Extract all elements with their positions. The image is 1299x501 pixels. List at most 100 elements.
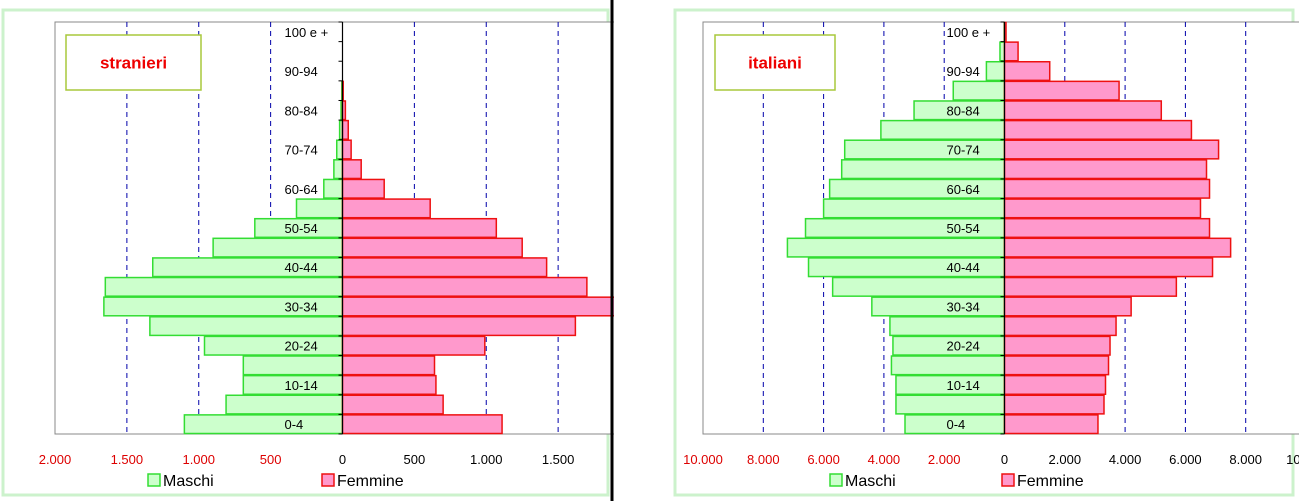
bar-males — [212, 237, 344, 258]
bar-females — [341, 355, 436, 376]
bar-males — [242, 355, 344, 376]
bar-females — [341, 198, 431, 219]
x-tick-label: 8.000 — [747, 452, 780, 467]
category-label: 0-4 — [947, 417, 966, 432]
pyramid-chart-italiani: 0-4 10-14 20-24 30-34 40-44 50-54 60-64 70-74 80… — [672, 0, 1299, 501]
category-label: 10-14 — [947, 378, 980, 393]
bar-males — [183, 414, 344, 435]
x-tick-label: 1.500 — [111, 452, 144, 467]
bar-males — [104, 276, 344, 297]
category-label: 50-54 — [947, 221, 980, 236]
x-tick-label: 500 — [260, 452, 282, 467]
bar-females — [1003, 80, 1120, 101]
category-label: 50-54 — [285, 221, 318, 236]
bar-females — [341, 394, 444, 415]
bar-females — [341, 335, 486, 356]
category-label: 70-74 — [285, 143, 318, 158]
category-label: 20-24 — [947, 339, 980, 354]
x-tick-label: 1.500 — [542, 452, 575, 467]
x-tick-label: 1.000 — [182, 452, 215, 467]
bar-females — [1003, 178, 1211, 199]
legend-males-swatch — [829, 473, 843, 487]
category-label: 60-64 — [947, 182, 980, 197]
legend-females-label: Femmine — [337, 473, 404, 490]
category-label: 70-74 — [947, 143, 980, 158]
bar-females — [341, 316, 577, 337]
bar-females — [341, 119, 349, 140]
bar-males — [880, 119, 1006, 140]
bar-females — [341, 178, 385, 199]
x-tick-label: 0 — [339, 452, 346, 467]
x-tick-label: 4.000 — [1109, 452, 1142, 467]
bar-females — [1003, 355, 1110, 376]
bar-females — [1003, 139, 1220, 160]
bar-females — [1003, 237, 1232, 258]
x-tick-label: 6.000 — [807, 452, 840, 467]
bar-males — [890, 355, 1006, 376]
bar-males — [149, 316, 344, 337]
bar-males — [336, 139, 344, 160]
bar-females — [1003, 257, 1214, 278]
bar-females — [1003, 159, 1208, 180]
bar-females — [1003, 296, 1132, 317]
category-label: 10-14 — [285, 378, 318, 393]
legend-females-label: Femmine — [1017, 473, 1084, 490]
x-tick-label: 2.000 — [1049, 452, 1082, 467]
bar-females — [1003, 198, 1202, 219]
legend-males-label: Maschi — [163, 473, 214, 490]
category-label: 20-24 — [285, 339, 318, 354]
category-label: 90-94 — [947, 64, 980, 79]
bar-females — [341, 257, 548, 278]
bar-females — [1003, 119, 1193, 140]
category-label: 30-34 — [947, 299, 980, 314]
bar-males — [895, 394, 1006, 415]
bar-females — [341, 237, 523, 258]
bar-males — [786, 237, 1006, 258]
x-tick-label: 2.000 — [39, 452, 72, 467]
bar-males — [203, 335, 344, 356]
x-tick-label: 8.000 — [1229, 452, 1262, 467]
bar-males — [840, 159, 1006, 180]
category-label: 100 e + — [947, 25, 991, 40]
bar-males — [843, 139, 1006, 160]
x-tick-label: 6.000 — [1169, 452, 1202, 467]
bar-females — [1003, 276, 1178, 297]
bar-males — [822, 198, 1006, 219]
bar-males — [831, 276, 1006, 297]
x-tick-label: 500 — [404, 452, 426, 467]
category-label: 40-44 — [947, 260, 980, 275]
bar-males — [333, 159, 344, 180]
title-box — [714, 34, 836, 91]
category-label: 60-64 — [285, 182, 318, 197]
bar-females — [1003, 316, 1117, 337]
bar-females — [341, 414, 503, 435]
bar-females — [1003, 217, 1211, 239]
x-tick-label: 10.000 — [1286, 452, 1299, 467]
bar-males — [985, 60, 1006, 82]
chart-title: italiani — [748, 54, 802, 73]
bar-males — [295, 198, 344, 219]
x-tick-label: 2.000 — [928, 452, 961, 467]
bar-females — [341, 296, 614, 317]
category-label: 90-94 — [285, 64, 318, 79]
category-label: 80-84 — [947, 103, 980, 118]
x-tick-label: 4.000 — [868, 452, 901, 467]
bar-males — [323, 178, 344, 199]
category-label: 0-4 — [285, 417, 304, 432]
x-tick-label: 0 — [1001, 452, 1008, 467]
category-label: 80-84 — [285, 103, 318, 118]
category-label: 30-34 — [285, 299, 318, 314]
bar-females — [1003, 374, 1107, 396]
bar-females — [341, 374, 437, 396]
legend-males-swatch — [147, 473, 161, 487]
bar-females — [341, 159, 362, 180]
bar-females — [341, 217, 498, 239]
bar-males — [871, 296, 1006, 317]
bar-females — [341, 276, 588, 297]
x-tick-label: 10.000 — [683, 452, 723, 467]
bar-females — [1003, 335, 1111, 356]
bar-males — [225, 394, 344, 415]
legend-females-swatch — [1001, 473, 1015, 487]
bar-females — [1003, 41, 1019, 62]
bar-females — [1003, 60, 1051, 82]
